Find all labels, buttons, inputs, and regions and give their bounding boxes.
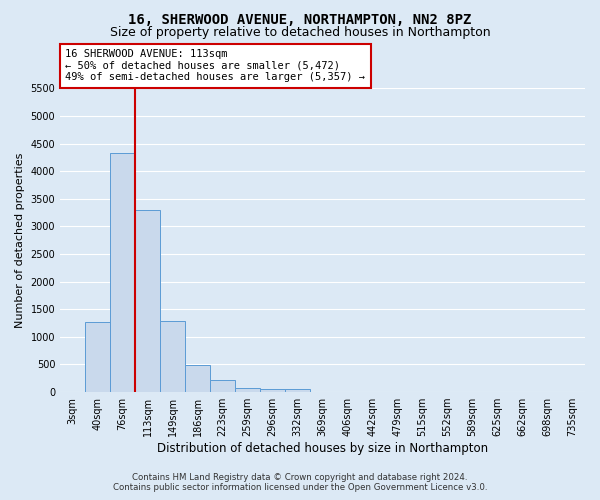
Bar	[185, 365, 210, 392]
Text: 16, SHERWOOD AVENUE, NORTHAMPTON, NN2 8PZ: 16, SHERWOOD AVENUE, NORTHAMPTON, NN2 8P…	[128, 12, 472, 26]
Text: Size of property relative to detached houses in Northampton: Size of property relative to detached ho…	[110, 26, 490, 39]
Bar	[260, 389, 285, 392]
Y-axis label: Number of detached properties: Number of detached properties	[15, 152, 25, 328]
Text: Contains HM Land Registry data © Crown copyright and database right 2024.
Contai: Contains HM Land Registry data © Crown c…	[113, 473, 487, 492]
Bar	[160, 322, 185, 392]
Text: 16 SHERWOOD AVENUE: 113sqm
← 50% of detached houses are smaller (5,472)
49% of s: 16 SHERWOOD AVENUE: 113sqm ← 50% of deta…	[65, 49, 365, 82]
Bar	[210, 380, 235, 392]
Bar	[110, 153, 135, 392]
Bar	[135, 210, 160, 392]
Bar	[235, 388, 260, 392]
Bar	[285, 389, 310, 392]
X-axis label: Distribution of detached houses by size in Northampton: Distribution of detached houses by size …	[157, 442, 488, 455]
Bar	[85, 322, 110, 392]
